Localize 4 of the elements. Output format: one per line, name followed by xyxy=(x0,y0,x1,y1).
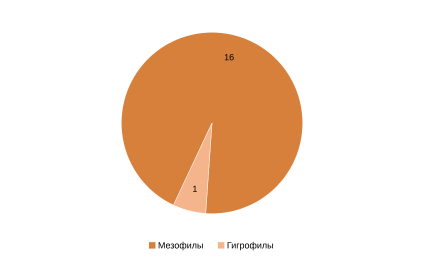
data-label: 1 xyxy=(193,186,197,192)
legend-label: Мезофилы xyxy=(158,242,203,250)
data-label: 16 xyxy=(224,54,234,60)
legend-label: Гигрофилы xyxy=(228,242,273,250)
